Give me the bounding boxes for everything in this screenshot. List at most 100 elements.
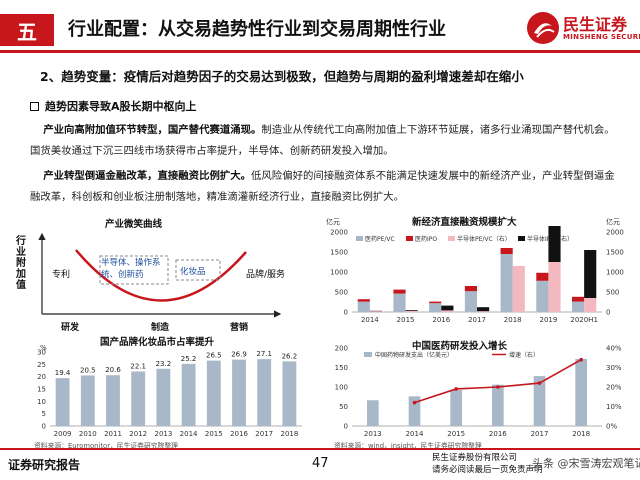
bar: [533, 376, 546, 426]
y-tick-label-left: 1500: [330, 249, 348, 257]
y-tick-label: 5: [42, 410, 46, 418]
bar: [206, 360, 221, 426]
bullet-heading: 趋势因素导致A股长期中枢向上: [30, 98, 197, 114]
section-number: 五: [0, 14, 54, 46]
chart-title: 中国医药研发投入增长: [412, 341, 508, 352]
bar-semi-pevc: [584, 298, 597, 312]
bar-pharma-pevc: [429, 303, 442, 312]
y-tick-label-left: 50: [339, 403, 348, 411]
bar-pharma-pevc: [464, 291, 477, 312]
x-tick-label: 2014: [361, 316, 379, 324]
y-tick-label-right: 1000: [606, 269, 624, 277]
x-tick-label: 2015: [205, 430, 223, 438]
company-logo: 民生证券 MINSHENG SECURITIES: [527, 9, 640, 47]
y-tick-label-right: 500: [606, 289, 619, 297]
x-tick-label: 2016: [230, 430, 248, 438]
page-number: 47: [312, 456, 329, 471]
bar-pharma-pevc: [536, 280, 549, 312]
y-tick-label: 25: [37, 361, 46, 369]
y-tick-label-left: 0: [344, 423, 348, 431]
logo-mark-icon: [527, 12, 559, 44]
y-axis-unit: %: [40, 344, 47, 352]
y-tick-label-left: 500: [335, 289, 348, 297]
paragraph-lead: 产业向高附加值环节转型，国产替代赛道涌现。: [43, 124, 262, 136]
bar: [282, 361, 297, 426]
x-tick-label: 2015: [447, 430, 465, 438]
growth-point: [412, 400, 417, 405]
y-tick-label-right: 0: [606, 309, 610, 317]
x-tick-label: 2014: [406, 430, 424, 438]
y-tick-label-right: 20%: [606, 384, 622, 392]
logo-text-en: MINSHENG SECURITIES: [563, 33, 640, 41]
bar-pharma-ipo: [393, 289, 406, 294]
bar: [131, 371, 146, 426]
footer-company: 民生证券股份有限公司: [432, 453, 518, 463]
bar-semi-ipo: [548, 226, 561, 262]
y-tick-label: 30: [37, 349, 46, 357]
y-axis-unit-left: 亿元: [326, 217, 340, 226]
legend-swatch: [406, 236, 413, 241]
bar-pharma-ipo: [500, 248, 513, 254]
x-tick-label: 2009: [54, 430, 72, 438]
x-tick-label: 2017: [531, 430, 549, 438]
y-tick-label: 15: [37, 386, 46, 394]
bar-semi-ipo: [405, 310, 418, 311]
x-tick-label: 2020H1: [570, 316, 598, 324]
bar-pharma-ipo: [429, 301, 442, 304]
bar: [492, 384, 504, 426]
smile-curve-diagram: [38, 232, 282, 318]
y-tick-label-left: 150: [335, 364, 348, 372]
paragraph-body: 低风险偏好的间接融资体系不能满足快速发展中的新经济产业，产业转型倒逼金融改革，科…: [30, 170, 615, 203]
bar: [232, 359, 246, 426]
y-tick-label-right: 10%: [606, 403, 622, 411]
bar-pharma-ipo: [536, 272, 549, 281]
footer-divider: [0, 448, 640, 450]
bar-semi-ipo: [441, 305, 454, 311]
bar-semi-pevc: [548, 262, 561, 312]
legend-swatch: [518, 236, 525, 241]
bar-pharma-pevc: [357, 301, 370, 312]
x-tick-label: 2013: [154, 430, 172, 438]
chart-source: 资料来源：Euromonitor，民生证券研究院整理: [34, 442, 178, 450]
paragraph-financial-reform: 产业转型倒逼金融改革，直接融资比例扩大。低风险偏好的间接融资体系不能满足快速发展…: [30, 166, 620, 208]
legend-swatch: [364, 352, 372, 357]
legend-label: 中国药物研发支出（亿美元）: [375, 351, 453, 359]
bar: [156, 368, 171, 426]
chart-source: 资料来源：wind，insight，民生证券研究院整理: [334, 442, 482, 450]
legend-label: 医药IPO: [415, 235, 437, 243]
bar-pharma-pevc: [572, 301, 585, 312]
y-tick-label-left: 200: [335, 345, 348, 353]
bar: [257, 359, 272, 426]
bar-semi-ipo: [584, 250, 597, 298]
smile-x-label: 研发: [61, 323, 80, 333]
bar-semi-pevc: [441, 310, 454, 312]
x-tick-label: 2012: [129, 430, 147, 438]
bar-semi-ipo: [477, 307, 490, 312]
chart-title: 新经济直接融资规模扩大: [412, 217, 517, 228]
y-tick-label-left: 100: [335, 384, 348, 392]
x-tick-label: 2013: [364, 430, 382, 438]
x-tick-label: 2014: [180, 430, 198, 438]
x-tick-label: 2015: [397, 316, 415, 324]
bar-semi-pevc: [369, 311, 382, 312]
x-tick-label: 2011: [104, 430, 122, 438]
data-label: 27.1: [256, 350, 272, 358]
legend-swatch: [356, 236, 363, 241]
financing-chart: 亿元 亿元 0 500 1000 1500 2000 0 500 1000 1500 2000 医药PE…: [326, 217, 624, 324]
growth-point: [537, 381, 542, 385]
bar-semi-pevc: [512, 266, 525, 312]
y-tick-label-left: 0: [344, 309, 348, 317]
bar-pharma-ipo: [572, 296, 585, 302]
watermark: 头条 @宋雪涛宏观笔记: [532, 457, 640, 470]
data-label: 26.2: [282, 352, 298, 360]
footer-notice: 请务必阅读最后一页免责声明: [432, 465, 543, 475]
smile-x-label: 制造: [151, 323, 170, 333]
x-tick-label: 2016: [432, 316, 450, 324]
dashed-box-right: [175, 259, 221, 281]
x-tick-label: 2018: [572, 430, 590, 438]
bar: [408, 396, 421, 426]
pharma-rd-chart: 0 50 100 150 200 0% 10% 20% 30% 40% 中国药物研发支出（亿美元） 增…: [335, 345, 622, 439]
bar: [367, 400, 379, 426]
bar: [450, 390, 462, 426]
smile-inner-left-label: 半导体、操作系统、创新药: [101, 258, 161, 280]
